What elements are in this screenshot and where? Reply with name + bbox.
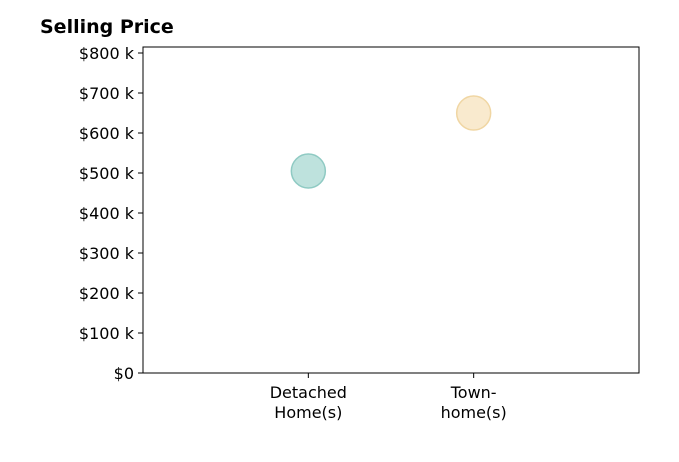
x-tick-label-line: Town- xyxy=(450,383,497,402)
y-tick-label: $200 k xyxy=(79,284,135,303)
x-tick-label: Detached Home(s) xyxy=(270,383,347,422)
x-tick-label-line: home(s) xyxy=(441,403,507,422)
y-axis: $0 $100 k $200 k $300 k $400 k $500 k $600 k $7… xyxy=(79,44,143,383)
x-tick-label: Town-home(s) xyxy=(441,383,507,422)
data-point xyxy=(455,95,492,131)
y-tick-label: $500 k xyxy=(79,164,135,183)
x-axis: Detached Home(s) Town-home(s) xyxy=(270,373,507,422)
chart-title: Selling Price xyxy=(40,16,174,38)
x-tick-label-line: Home(s) xyxy=(274,403,342,422)
y-tick-label: $300 k xyxy=(79,244,135,263)
data-points xyxy=(290,95,492,189)
plot-frame xyxy=(142,46,640,374)
y-tick-label: $400 k xyxy=(79,204,135,223)
y-tick-label: $800 k xyxy=(79,44,135,63)
y-tick-label: $700 k xyxy=(79,84,135,103)
x-tick-label-line: Detached xyxy=(270,383,347,402)
y-tick-label: $0 xyxy=(114,364,134,383)
y-tick-label: $600 k xyxy=(79,124,135,143)
y-tick-label: $100 k xyxy=(79,324,135,343)
data-point xyxy=(290,153,327,189)
